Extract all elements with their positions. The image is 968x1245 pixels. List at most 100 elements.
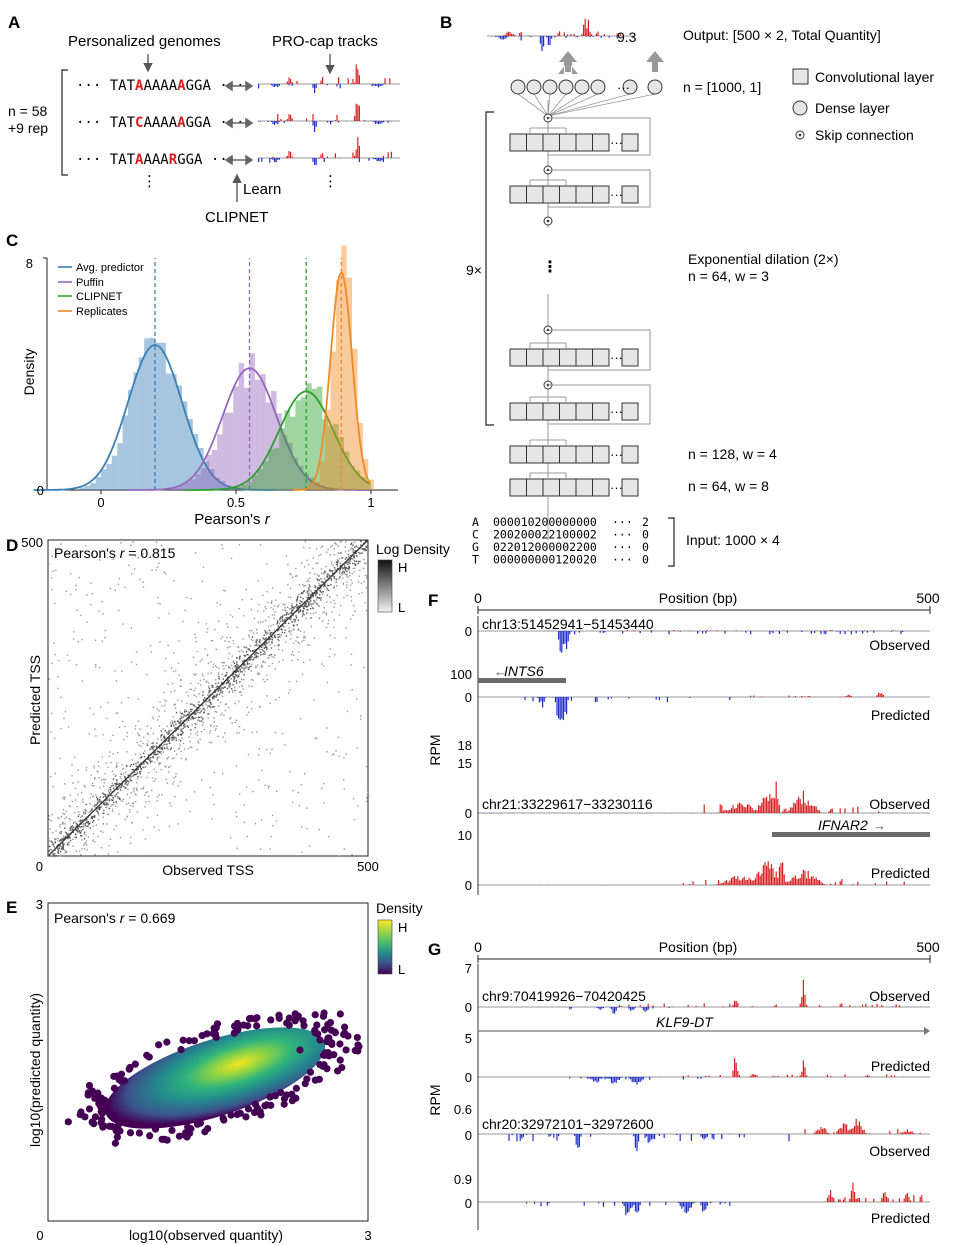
input-dots: ··· — [612, 528, 633, 542]
d-point — [226, 687, 229, 690]
d-point — [60, 845, 62, 847]
d-point — [195, 710, 198, 712]
d-point — [63, 843, 65, 845]
d-point — [338, 578, 340, 580]
a-track-3-bar-up — [288, 151, 290, 158]
g-track-2-bar-up — [844, 1074, 846, 1077]
d-point — [297, 595, 300, 598]
c-hist-bar — [249, 353, 255, 490]
d-point — [64, 835, 67, 838]
e-point — [113, 1072, 121, 1080]
d-point — [188, 711, 191, 714]
d-point — [153, 753, 155, 755]
d-annotation: Pearson's r = 0.815 — [54, 545, 176, 561]
skip-loop — [547, 169, 651, 211]
d-point — [86, 810, 88, 813]
d-point — [160, 747, 163, 750]
d-point — [65, 851, 68, 853]
f-track-1-bar-down — [668, 631, 670, 635]
d-point — [62, 847, 64, 849]
d-point — [115, 764, 118, 766]
d-point — [224, 703, 227, 706]
e-point — [251, 1100, 260, 1108]
d-point — [108, 807, 111, 810]
d-point — [249, 666, 251, 668]
d-point — [138, 763, 141, 766]
f-track-2-bar-up — [804, 696, 806, 697]
d-point — [257, 621, 260, 624]
d-point — [345, 637, 347, 639]
d-point — [75, 833, 77, 836]
f-track-1-bar-up — [716, 630, 718, 631]
d-point — [250, 708, 253, 710]
a-track-1-bar-down — [381, 84, 383, 86]
c-hist-bar — [279, 428, 285, 490]
conv-cell — [592, 348, 610, 367]
d-point — [65, 816, 68, 818]
repeat-label: 9× — [466, 262, 482, 278]
d-point — [156, 796, 159, 798]
d-point — [239, 655, 241, 658]
d-point — [147, 740, 149, 742]
d-point — [164, 710, 166, 712]
f-track-4-bar-up — [742, 878, 744, 885]
d-point — [322, 585, 325, 588]
f-track-4-bar-up — [852, 884, 854, 885]
d-point — [312, 567, 314, 570]
d-point — [71, 829, 73, 831]
d-point — [237, 646, 240, 649]
d-point — [158, 715, 160, 718]
d-point — [342, 583, 344, 585]
g-track-4-bar-up — [826, 1197, 828, 1202]
d-point — [90, 793, 93, 795]
d-point — [309, 572, 311, 574]
d-point — [238, 685, 241, 688]
d-point — [61, 823, 64, 825]
f-track-4-bar-up — [734, 876, 736, 885]
d-point — [265, 748, 268, 751]
d-point — [155, 753, 157, 756]
a-track-2-bar-up — [286, 119, 288, 121]
d-point — [50, 820, 52, 822]
input-seq-T: 000000000120020 — [493, 553, 597, 567]
c-hist-bar — [314, 482, 320, 490]
c-hist-bar — [214, 477, 220, 490]
d-point — [130, 627, 133, 629]
a-track-3-bar-up — [334, 153, 336, 158]
d-point — [326, 751, 328, 753]
d-point — [238, 607, 240, 610]
d-point — [273, 629, 276, 631]
g-track-2-bar-up — [791, 1074, 793, 1077]
g-track-4-bar-down — [682, 1202, 684, 1207]
d-point — [90, 774, 92, 776]
d-point — [216, 694, 218, 696]
d-point — [187, 747, 189, 750]
d-point — [269, 644, 272, 646]
d-point — [140, 756, 143, 759]
d-point — [177, 823, 179, 825]
d-point — [285, 617, 288, 619]
d-point — [267, 657, 269, 659]
d-point — [267, 625, 270, 628]
f-track-3-bar-up — [798, 796, 800, 813]
d-point — [167, 748, 169, 751]
g-track-2-bar-down — [642, 1077, 644, 1080]
d-point — [136, 769, 138, 771]
a-track-1-bar-down — [274, 84, 276, 87]
d-point — [274, 645, 276, 647]
g-track-4-bar-down — [721, 1202, 723, 1203]
a-track-1-bar-up — [350, 83, 352, 84]
d-point — [140, 776, 142, 778]
c-hist-bar — [314, 481, 320, 490]
legend-dense-label: Dense layer — [815, 100, 890, 116]
d-point — [367, 549, 370, 552]
d-point — [268, 641, 270, 643]
d-point — [236, 676, 239, 679]
d-point — [119, 775, 121, 778]
d-point — [136, 772, 139, 774]
d-point — [213, 771, 216, 774]
b-output-track-bar-up — [597, 31, 599, 36]
d-point — [175, 739, 178, 741]
g-track-3-bar-up — [902, 1132, 904, 1134]
d-point — [81, 680, 84, 682]
